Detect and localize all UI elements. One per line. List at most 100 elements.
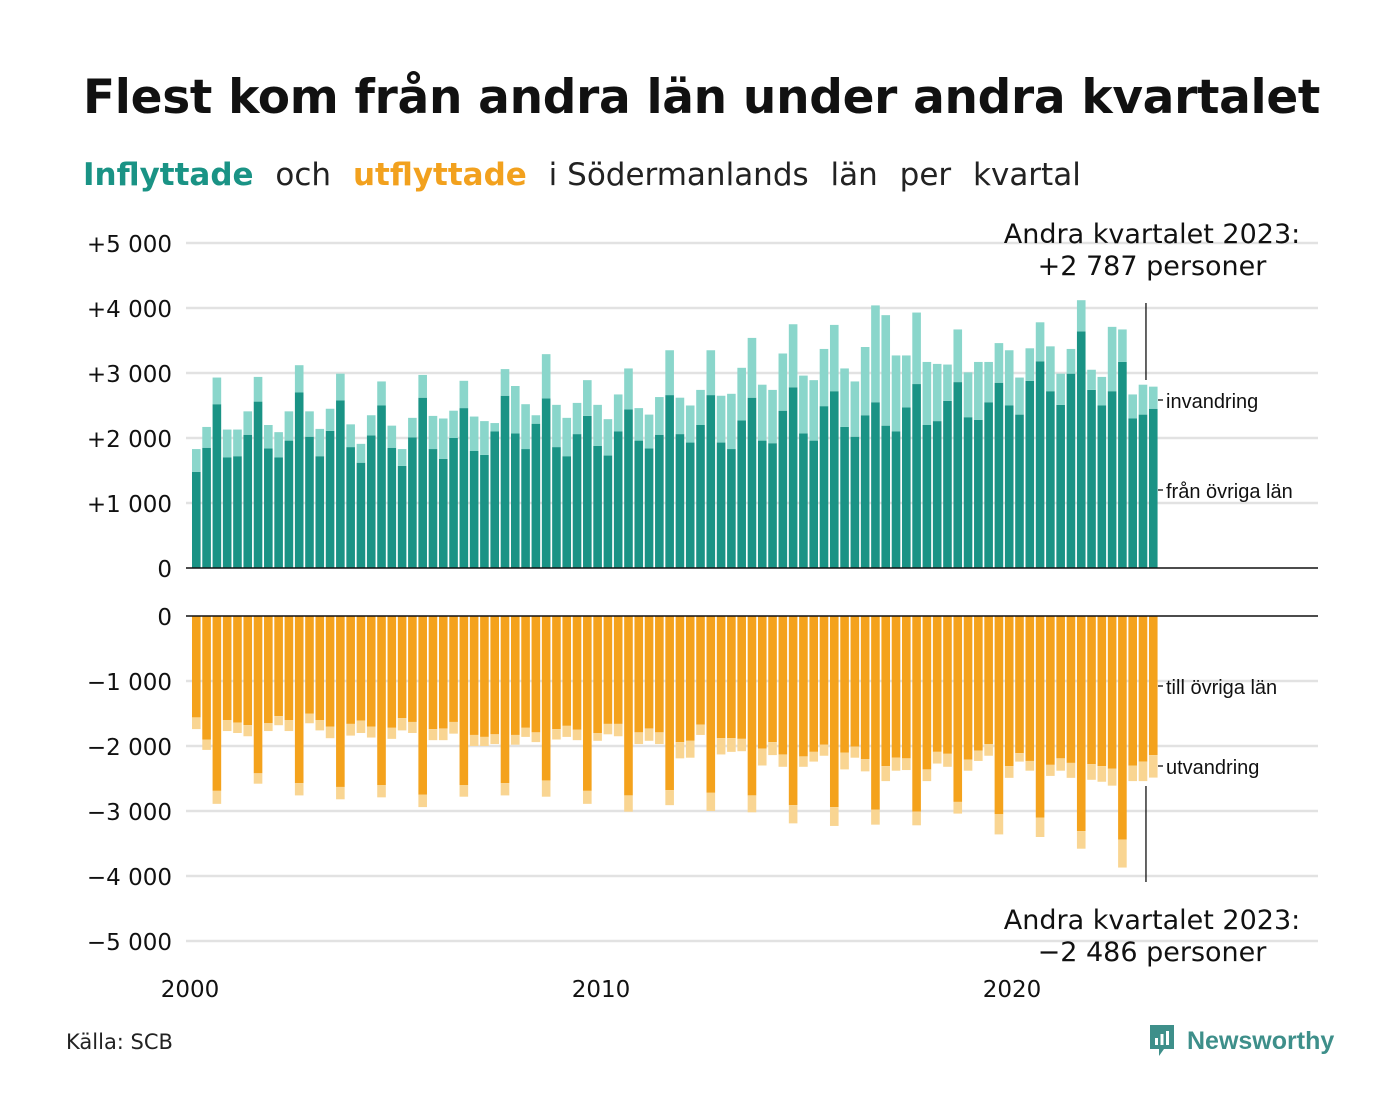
bar-to-other-counties [912, 616, 921, 812]
annotation-bottom-line2: −2 486 personer [1038, 937, 1268, 968]
bar-immigration [665, 350, 674, 396]
bar-immigration [325, 408, 335, 431]
bar-immigration [943, 364, 952, 401]
annotation-top-line1: Andra kvartalet 2023: [1004, 219, 1300, 250]
bar-from-other-counties [552, 447, 561, 568]
bar-immigration [336, 373, 345, 401]
bar-immigration [469, 416, 479, 451]
bar-emigration [510, 734, 520, 745]
bar-to-other-counties [1087, 616, 1096, 765]
bottom-y-tick-label: 0 [157, 605, 172, 631]
bar-emigration [799, 756, 808, 767]
bar-to-other-counties [685, 616, 695, 741]
bar-immigration [1087, 369, 1096, 390]
bar-immigration [768, 389, 777, 444]
subtitle-lan: län [830, 157, 878, 193]
bar-emigration [356, 720, 366, 733]
bar-emigration [932, 751, 942, 764]
bar-immigration [747, 337, 757, 398]
bar-from-other-counties [305, 436, 314, 568]
bar-immigration [510, 386, 520, 434]
bar-emigration [315, 720, 325, 731]
x-tick-label: 2000 [161, 977, 220, 1003]
bar-to-other-counties [377, 616, 386, 785]
bar-to-other-counties [192, 616, 201, 718]
bar-from-other-counties [665, 395, 674, 568]
bar-to-other-counties [902, 616, 911, 759]
bar-immigration [655, 397, 664, 435]
bar-to-other-counties [943, 616, 952, 754]
bar-to-other-counties [1046, 616, 1055, 765]
bar-from-other-counties [994, 382, 1004, 568]
bar-to-other-counties [593, 616, 602, 733]
bar-from-other-counties [428, 449, 438, 568]
bar-from-other-counties [490, 431, 500, 568]
bar-emigration [994, 814, 1004, 835]
bar-from-other-counties [315, 456, 325, 568]
bar-to-other-counties [1035, 616, 1045, 818]
bar-to-other-counties [891, 616, 901, 758]
bar-from-other-counties [377, 405, 386, 568]
bar-immigration [932, 363, 942, 422]
newsworthy-logo: Newsworthy [1147, 1023, 1334, 1059]
bar-immigration [994, 343, 1004, 383]
bar-to-other-counties [809, 616, 818, 752]
bar-emigration [1076, 831, 1086, 849]
bar-from-other-counties [1148, 408, 1158, 568]
bar-to-other-counties [572, 616, 582, 730]
bar-immigration [1148, 386, 1158, 409]
bar-immigration [860, 347, 870, 416]
bar-from-other-counties [1046, 391, 1055, 568]
bar-emigration [685, 740, 695, 758]
bar-emigration [572, 729, 582, 741]
bar-from-other-counties [809, 440, 818, 568]
bar-immigration [871, 305, 880, 403]
bar-emigration [346, 723, 355, 736]
top-y-tick-label: +4 000 [87, 297, 172, 323]
bar-to-other-counties [644, 616, 654, 729]
bar-emigration [202, 739, 211, 750]
bar-from-other-counties [387, 447, 397, 568]
bar-immigration [222, 429, 232, 458]
subtitle-per: per [899, 157, 952, 193]
bar-immigration [1138, 384, 1148, 415]
bar-from-other-counties [840, 426, 849, 568]
bar-emigration [655, 732, 664, 745]
bar-to-other-counties [696, 616, 705, 725]
bar-from-other-counties [510, 433, 520, 568]
bar-immigration [809, 380, 818, 441]
bar-from-other-counties [768, 443, 777, 568]
bar-to-other-counties [1097, 616, 1107, 767]
bar-immigration [1004, 350, 1014, 406]
bar-emigration [531, 732, 541, 743]
bar-emigration [294, 783, 304, 796]
bar-to-other-counties [932, 616, 942, 752]
bar-from-other-counties [943, 400, 952, 568]
bar-to-other-counties [459, 616, 469, 785]
bar-to-other-counties [1025, 616, 1035, 761]
inflow-bars [192, 300, 1158, 568]
bar-to-other-counties [490, 616, 500, 735]
bar-to-other-counties [480, 616, 489, 737]
bar-immigration [377, 381, 386, 406]
bar-emigration [490, 734, 500, 745]
bar-immigration [366, 415, 376, 436]
bar-to-other-counties [994, 616, 1004, 815]
bar-from-other-counties [871, 402, 880, 568]
bar-immigration [243, 411, 253, 435]
top-y-tick-label: +2 000 [87, 427, 172, 453]
bar-immigration [1056, 373, 1065, 405]
bar-emigration [459, 785, 469, 797]
bar-from-other-counties [788, 387, 798, 568]
bar-immigration [963, 372, 973, 418]
bar-to-other-counties [850, 616, 860, 747]
bar-from-other-counties [778, 410, 788, 568]
bar-to-other-counties [871, 616, 880, 810]
subtitle-kvartal: kvartal [973, 157, 1081, 193]
bar-immigration [315, 428, 325, 457]
bar-from-other-counties [325, 430, 335, 568]
bar-to-other-counties [243, 616, 253, 726]
bar-emigration [500, 783, 510, 796]
bar-immigration [716, 395, 726, 443]
bar-to-other-counties [1066, 616, 1076, 763]
